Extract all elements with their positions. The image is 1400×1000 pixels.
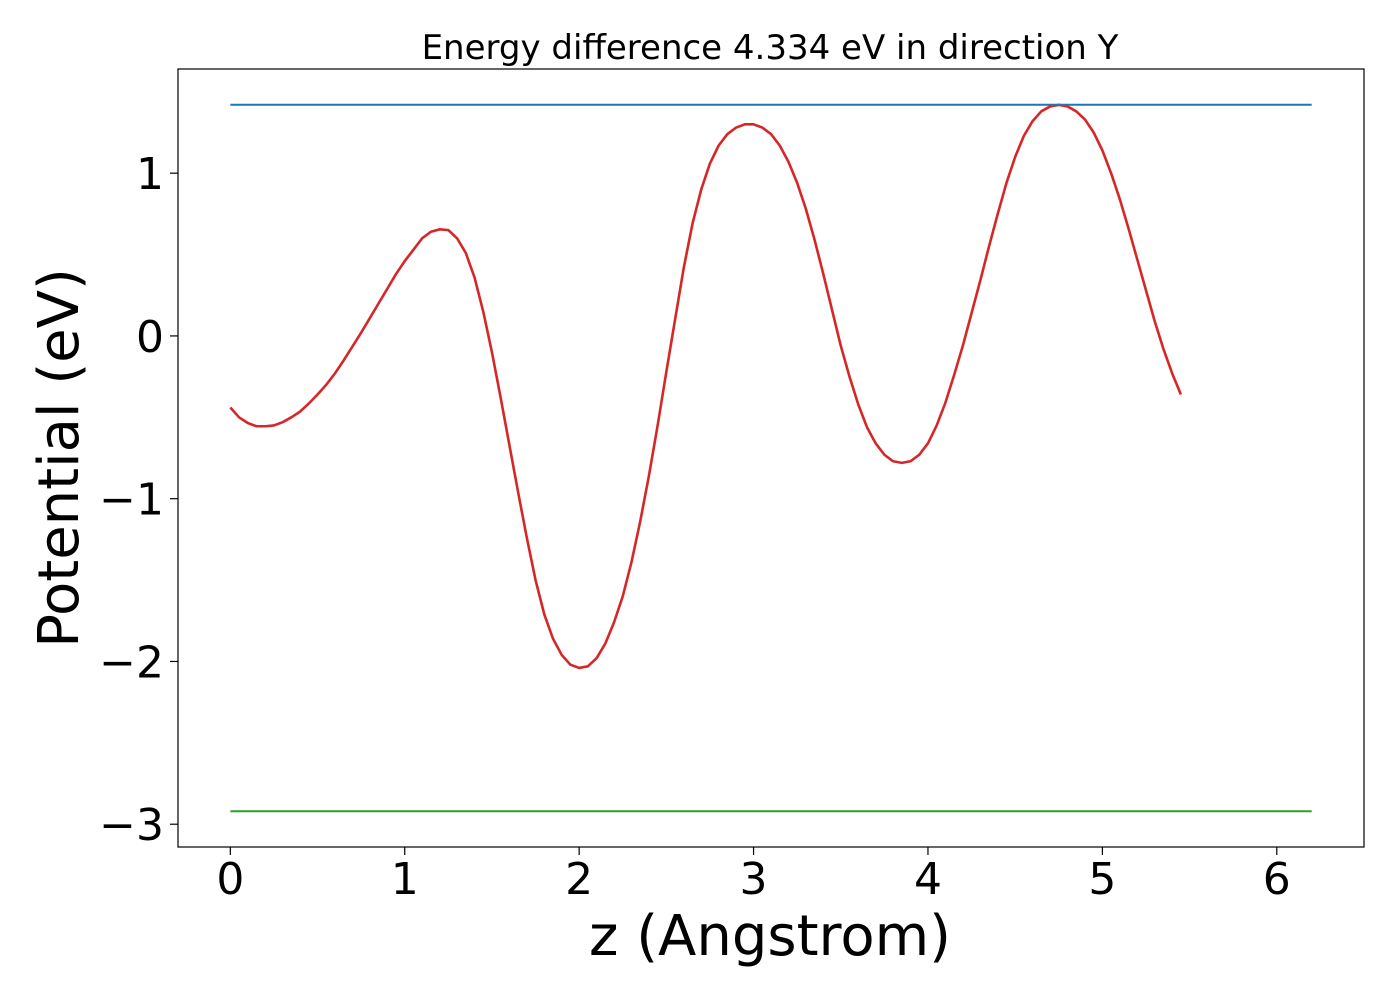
y-tick-label: 0 [136,312,164,363]
plot-frame [177,68,1365,848]
y-tick-label: −2 [99,637,164,688]
x-tick-label: 6 [1263,854,1291,905]
x-tick-label: 1 [391,854,419,905]
x-tick-label: 3 [740,854,768,905]
y-tick-label: 1 [136,149,164,200]
series-line-0 [229,103,1183,670]
chart-title: Energy difference 4.334 eV in direction … [422,28,1119,68]
y-axis-label: Potential (eV) [27,268,92,648]
x-tick-label: 2 [565,854,593,905]
x-tick-label: 5 [1088,854,1116,905]
y-tick-label: −3 [99,800,164,851]
x-axis: 0 1 2 3 4 5 6 [216,847,1291,905]
plot-area [229,103,1312,813]
y-tick-label: −1 [99,475,164,526]
x-tick-label: 0 [216,854,244,905]
x-tick-label: 4 [914,854,942,905]
x-axis-label: z (Angstrom) [589,904,951,969]
y-axis: −3 −2 −1 0 1 [99,149,178,851]
